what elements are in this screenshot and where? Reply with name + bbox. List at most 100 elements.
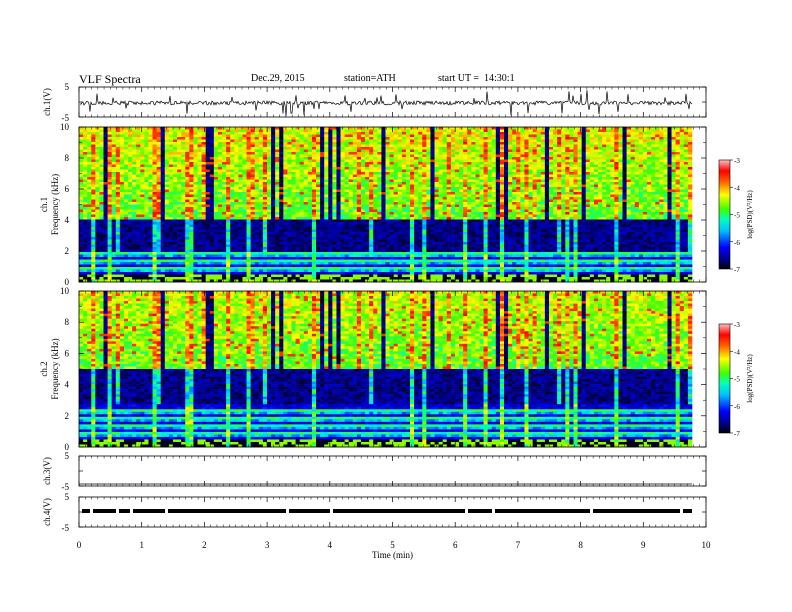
spectrogram-cell [397, 249, 403, 253]
spectrogram-cell [332, 272, 337, 275]
spectrogram-cell [377, 222, 382, 225]
spectrogram-cell [148, 164, 153, 168]
spectrogram-cell [340, 227, 345, 230]
spectrogram-cell [246, 212, 251, 215]
spectrogram-cell [336, 257, 341, 260]
spectrogram-cell [83, 272, 88, 275]
spectrogram-cell [144, 232, 149, 235]
spectrogram-cell [79, 174, 84, 178]
spectrogram-cell [79, 142, 84, 145]
spectrogram-cell [234, 257, 239, 260]
spectrogram-cell [205, 272, 211, 275]
spectrogram-cell [193, 162, 198, 165]
spectrogram-cell [226, 267, 231, 270]
spectrogram-cell [389, 239, 394, 243]
spectrogram-cell [111, 269, 117, 273]
spectrogram-cell [95, 174, 100, 178]
spectrogram-cell [107, 189, 112, 193]
spectrogram-cell [87, 229, 92, 233]
spectrogram-cell [177, 177, 182, 180]
spectrogram-cell [83, 262, 88, 265]
spectrogram-cell [275, 157, 280, 160]
spectrogram-cell [128, 167, 133, 170]
spectrogram-cell [152, 214, 157, 218]
spectrogram-cell [324, 234, 329, 238]
spectrogram-cell [197, 207, 202, 210]
spectrogram-cell [83, 204, 88, 208]
spectrogram-cell [172, 192, 178, 195]
spectrogram-cell [287, 197, 292, 200]
spectrogram-cell [144, 144, 149, 148]
spectrogram-cell [205, 177, 211, 180]
spectrogram-cell [164, 174, 170, 178]
spectrogram-cell [389, 159, 394, 163]
spectrogram-cell [111, 174, 117, 178]
spectrogram-cell [148, 207, 153, 210]
spectrogram-cell [222, 219, 227, 223]
spectrogram-cell [262, 232, 268, 235]
spectrogram-cell [283, 177, 288, 180]
spectrogram-cell [79, 129, 84, 133]
spectrogram-cell [217, 212, 223, 215]
spectrogram-cell [291, 232, 296, 235]
spectrogram-cell [397, 197, 403, 200]
spectrogram-cell [377, 147, 382, 150]
spectrogram-cell [246, 237, 251, 240]
spectrogram-cell [128, 192, 133, 195]
spectrogram-cell [275, 139, 280, 143]
spectrogram-cell [189, 127, 194, 130]
spectrogram-cell [381, 177, 386, 180]
spectrogram-cell [197, 187, 202, 190]
spectrogram-cell [283, 227, 288, 230]
spectrogram-cell [287, 247, 292, 250]
spectrogram-cell [360, 134, 366, 138]
spectrogram-cell [258, 254, 264, 258]
spectrogram-cell [107, 157, 112, 160]
spectrogram-cell [234, 244, 239, 248]
spectrogram-cell [197, 179, 202, 183]
spectrogram-cell [177, 237, 182, 240]
spectrogram-cell [336, 224, 341, 228]
spectrogram-cell [283, 262, 288, 265]
spectrogram-cell [230, 262, 235, 265]
spectrogram-cell [177, 249, 182, 253]
spectrogram-cell [316, 239, 321, 243]
spectrogram-cell [99, 132, 104, 135]
spectrogram-cell [258, 227, 264, 230]
spectrogram-cell [197, 202, 202, 205]
spectrogram-cell [373, 274, 378, 278]
spectrogram-cell [283, 169, 288, 173]
spectrogram-cell [373, 154, 378, 158]
spectrogram-cell [177, 244, 182, 248]
spectrogram-cell [238, 222, 243, 225]
spectrogram-cell [271, 192, 276, 195]
spectrogram-cell [230, 157, 235, 160]
spectrogram-cell [156, 249, 162, 253]
spectrogram-cell [213, 209, 219, 213]
spectrogram-cell [201, 269, 206, 273]
spectrogram-cell [119, 177, 125, 180]
spectrogram-cell [295, 187, 300, 190]
spectrogram-cell [287, 242, 292, 245]
spectrogram-cell [381, 232, 386, 235]
spectrogram-cell [136, 209, 141, 213]
spectrogram-cell [279, 137, 284, 140]
spectrogram-cell [91, 224, 96, 228]
spectrogram-cell [393, 247, 399, 250]
spectrogram-cell [405, 149, 411, 153]
spectrogram-cell [381, 242, 386, 245]
spectrogram-cell [79, 194, 84, 198]
spectrogram-cell [307, 262, 313, 265]
spectrogram-cell [83, 274, 88, 278]
spectrogram-cell [119, 247, 125, 250]
spectrogram-cell [307, 269, 313, 273]
spectrogram-cell [119, 209, 125, 213]
spectrogram-cell [91, 139, 96, 143]
spectrogram-cell [201, 137, 206, 140]
spectrogram-cell [356, 254, 362, 258]
spectrogram-cell [136, 262, 141, 265]
spectrogram-cell [344, 217, 350, 220]
spectrogram-cell [287, 184, 292, 188]
spectrogram-cell [401, 229, 407, 233]
spectrogram-cell [148, 222, 153, 225]
